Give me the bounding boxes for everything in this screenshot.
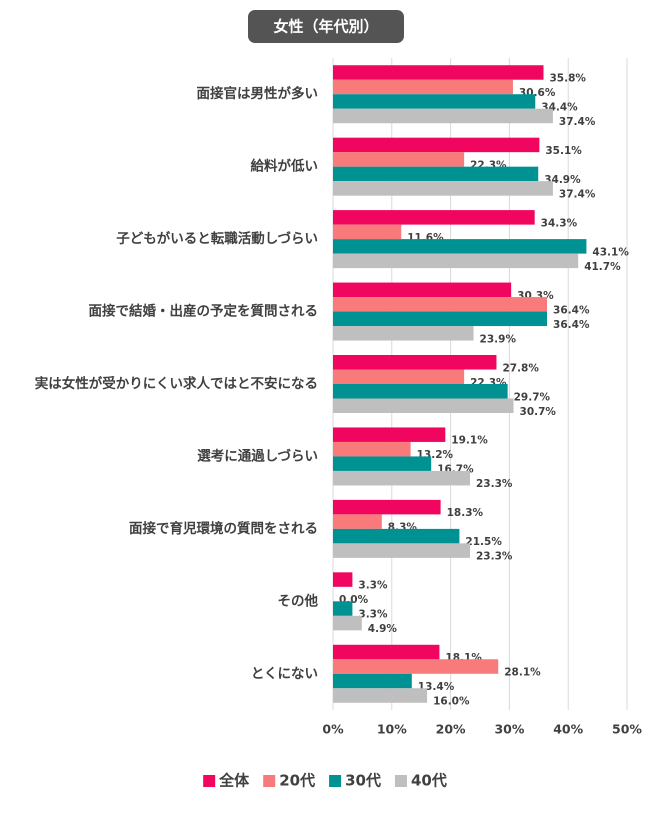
- bar: [333, 108, 553, 124]
- bar: [333, 659, 499, 674]
- bar: [333, 528, 460, 544]
- bar: [333, 384, 508, 399]
- y-tick-label: その他: [278, 592, 319, 609]
- bar: [333, 355, 497, 370]
- legend-swatch: [394, 775, 407, 787]
- bar: [333, 210, 535, 225]
- value-label: 23.9%: [480, 333, 517, 345]
- x-tick-label: 40%: [553, 722, 583, 737]
- value-label: 35.1%: [545, 145, 582, 157]
- bar: [333, 644, 440, 660]
- bar: [333, 514, 382, 529]
- legend-label: 40代: [411, 772, 447, 790]
- bar: [333, 152, 465, 167]
- value-label: 27.8%: [502, 362, 539, 374]
- bar: [333, 166, 539, 182]
- y-tick-label: 面接官は男性が多い: [197, 85, 319, 102]
- legend-swatch: [329, 775, 342, 787]
- value-label: 18.3%: [447, 507, 484, 519]
- bar: [333, 688, 428, 703]
- y-tick-label: 給料が低い: [251, 158, 319, 175]
- bar: [333, 615, 362, 631]
- bar: [333, 601, 353, 616]
- x-tick-label: 10%: [377, 722, 407, 737]
- legend-label: 20代: [279, 772, 315, 790]
- bar: [333, 311, 548, 327]
- value-label: 43.1%: [592, 246, 629, 258]
- bar: [333, 572, 353, 587]
- value-label: 3.3%: [358, 580, 388, 592]
- legend: 全体 20代 30代 40代: [203, 772, 447, 790]
- value-label: 36.4%: [553, 319, 590, 331]
- value-label: 3.3%: [358, 609, 388, 621]
- bar: [333, 398, 514, 413]
- x-tick-label: 30%: [494, 722, 524, 737]
- value-label: 41.7%: [584, 261, 621, 273]
- y-tick-label: 実は女性が受かりにくい求人ではと不安になる: [35, 375, 318, 392]
- bar: [333, 65, 544, 80]
- bar: [333, 543, 471, 558]
- bar: [333, 673, 412, 689]
- value-label: 30.7%: [520, 406, 557, 418]
- y-tick-label: 選考に通過しづらい: [197, 447, 318, 464]
- bar: [333, 137, 540, 153]
- chart-title: 女性（年代別）: [273, 18, 378, 36]
- bar: [333, 224, 402, 240]
- value-label: 4.9%: [368, 623, 398, 635]
- legend-swatch: [203, 775, 216, 787]
- bar: [333, 369, 465, 384]
- bar: [333, 427, 446, 442]
- value-label: 37.4%: [559, 188, 596, 200]
- bar: [333, 441, 411, 457]
- y-tick-label: 子どもがいると転職活動しづらい: [116, 230, 318, 247]
- title-box: [248, 10, 404, 43]
- bar: [333, 282, 512, 298]
- legend-label: 30代: [345, 772, 381, 790]
- bar: [333, 239, 587, 254]
- value-label: 23.3%: [476, 551, 513, 563]
- bar: [333, 181, 553, 196]
- value-label: 16.0%: [433, 696, 470, 708]
- value-label: 36.4%: [553, 304, 590, 316]
- x-tick-label: 50%: [612, 722, 642, 737]
- value-label: 21.5%: [465, 536, 502, 548]
- bar: [333, 253, 579, 269]
- value-label: 34.9%: [544, 174, 581, 186]
- bar: [333, 499, 441, 515]
- value-label: 37.4%: [559, 116, 596, 128]
- bar: [333, 326, 474, 341]
- y-tick-label: とくにない: [251, 666, 318, 682]
- value-label: 35.8%: [550, 72, 587, 84]
- value-label: 28.1%: [504, 667, 541, 679]
- y-tick-label: 面接で育児環境の質問をされる: [129, 520, 318, 537]
- value-label: 23.3%: [476, 478, 513, 490]
- bar: [333, 470, 471, 486]
- y-tick-label: 面接で結婚・出産の予定を質問される: [89, 303, 319, 320]
- bar: [333, 94, 536, 109]
- legend-swatch: [263, 775, 276, 787]
- bar: [333, 456, 432, 471]
- value-label: 19.1%: [451, 435, 488, 447]
- value-label: 29.7%: [514, 391, 551, 403]
- bar: [333, 79, 513, 95]
- bar: [333, 297, 548, 312]
- x-tick-label: 20%: [436, 722, 466, 737]
- legend-label: 全体: [218, 772, 250, 790]
- x-tick-label: 0%: [322, 722, 344, 737]
- value-label: 34.3%: [541, 217, 578, 229]
